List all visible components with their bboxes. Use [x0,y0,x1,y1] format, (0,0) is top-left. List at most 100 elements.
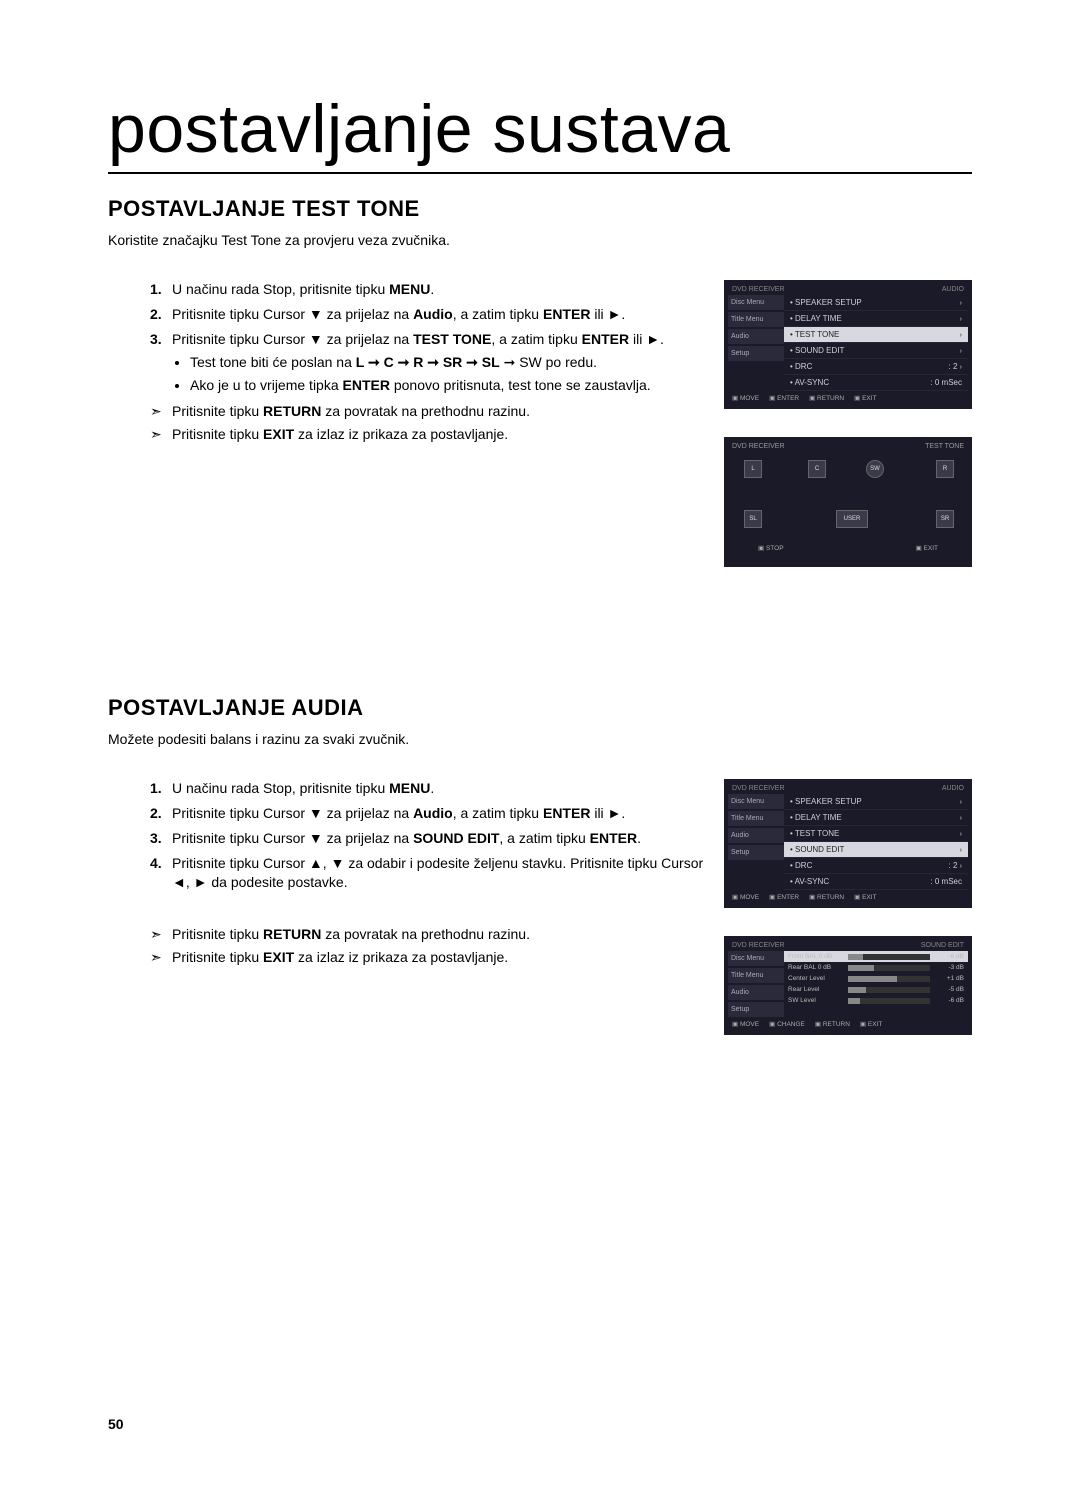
osd-menu-row: • AV-SYNC: 0 mSec [784,874,968,890]
osd-side-item: Audio [728,329,784,344]
section1: U načinu rada Stop, pritisnite tipku MEN… [108,280,972,567]
text: Ako je u to vrijeme tipka [190,377,343,393]
osd-title-right: SOUND EDIT [921,942,964,949]
text: za povratak na prethodnu razinu. [321,926,530,942]
osd-title-left: DVD RECEIVER [732,942,785,949]
osd-foot-item: CHANGE [769,1020,805,1028]
text: ili ►. [629,331,664,347]
osd-menu-row: • TEST TONE › [784,327,968,343]
osd-foot-item: EXIT [860,1020,882,1028]
text: . [430,281,434,297]
bold: RETURN [263,926,321,942]
bullet: Test tone biti će poslan na L ➞ C ➞ R ➞ … [190,353,704,372]
osd-title-left: DVD RECEIVER [732,286,785,293]
step: Pritisnite tipku Cursor ▼ za prijelaz na… [172,829,704,848]
osd-side-item: Setup [728,1002,784,1017]
text: Pritisnite tipku Cursor ▼ za prijelaz na [172,830,413,846]
text: , a zatim tipku [491,331,581,347]
text: Pritisnite tipku Cursor ▼ za prijelaz na [172,331,413,347]
bold: ENTER [543,306,590,322]
step: Pritisnite tipku Cursor ▼ za prijelaz na… [172,305,704,324]
text: Pritisnite tipku [172,949,263,965]
text: za povratak na prethodnu razinu. [321,403,530,419]
osd-side-item: Setup [728,346,784,361]
osd-menu-row: • SOUND EDIT › [784,842,968,858]
speaker-icon: SL [744,510,762,528]
bold: ENTER [582,331,629,347]
text: , a zatim tipku [499,830,589,846]
osd-side-item: Disc Menu [728,951,784,966]
speaker-icon: USER [836,510,868,528]
bold: EXIT [263,426,294,442]
osd-side-item: Title Menu [728,968,784,983]
osd-menu-row: • SPEAKER SETUP › [784,295,968,311]
text: , a zatim tipku [453,306,543,322]
speaker-icon: R [936,460,954,478]
text: za izlaz iz prikaza za postavljanje. [294,949,508,965]
text: U načinu rada Stop, pritisnite tipku [172,281,389,297]
osd-foot-item: MOVE [732,893,759,901]
osd-foot-item: ENTER [769,893,799,901]
osd-title-right: AUDIO [942,785,964,792]
text: Pritisnite tipku Cursor ▼ za prijelaz na [172,805,413,821]
osd-slider-row: Rear BAL 0 dB-3 dB [784,962,968,973]
section2-text: U načinu rada Stop, pritisnite tipku MEN… [108,779,704,1035]
bold: ENTER [543,805,590,821]
osd-title-right: AUDIO [942,286,964,293]
section1-text: U načinu rada Stop, pritisnite tipku MEN… [108,280,704,567]
section1-screens: DVD RECEIVERAUDIO Disc MenuTitle MenuAud… [724,280,972,567]
osd-side-item: Disc Menu [728,794,784,809]
osd-slider-row: SW Level -6 dB [784,995,968,1006]
osd-menu-row: • AV-SYNC: 0 mSec [784,375,968,391]
step: U načinu rada Stop, pritisnite tipku MEN… [172,779,704,798]
speaker-icon: C [808,460,826,478]
osd-foot-item: EXIT [916,544,938,552]
osd-test-tone: DVD RECEIVERTEST TONE LCSWRSLUSERSR STOP… [724,437,972,567]
osd-slider-row: Front BAL 0 dB-6 dB [784,951,968,962]
osd-slider-row: Center Level +1 dB [784,973,968,984]
note: Pritisnite tipku EXIT za izlaz iz prikaz… [172,425,704,444]
section2-intro: Možete podesiti balans i razinu za svaki… [108,731,972,747]
text: Pritisnite tipku [172,403,263,419]
speaker-icon: SR [936,510,954,528]
section1-heading: POSTAVLJANJE TEST TONE [108,196,972,222]
osd-side-item: Audio [728,828,784,843]
text: ili ►. [590,306,625,322]
step: Pritisnite tipku Cursor ▼ za prijelaz na… [172,804,704,823]
bullet: Ako je u to vrijeme tipka ENTER ponovo p… [190,376,704,395]
osd-foot-item: STOP [758,544,784,552]
text: ponovo pritisnuta, test tone se zaustavl… [390,377,651,393]
section2: U načinu rada Stop, pritisnite tipku MEN… [108,779,972,1035]
osd-title-left: DVD RECEIVER [732,443,785,450]
page-title: postavljanje sustava [108,90,972,174]
text: Test tone biti će poslan na [190,354,356,370]
text: Pritisnite tipku [172,426,263,442]
osd-foot-item: ENTER [769,394,799,402]
osd-sound-edit: DVD RECEIVER SOUND EDIT Disc Menu Title Me… [724,936,972,1035]
step: Pritisnite tipku Cursor ▼ za prijelaz na… [172,330,704,395]
section1-intro: Koristite značajku Test Tone za provjeru… [108,232,972,248]
osd-audio-menu-2: DVD RECEIVERAUDIO Disc MenuTitle MenuAud… [724,779,972,908]
osd-side-item: Title Menu [728,312,784,327]
note: Pritisnite tipku RETURN za povratak na p… [172,402,704,421]
text: za izlaz iz prikaza za postavljanje. [294,426,508,442]
osd-foot-item: RETURN [809,394,844,402]
bold: EXIT [263,949,294,965]
bold: SOUND EDIT [413,830,499,846]
bold: TEST TONE [413,331,491,347]
speaker-icon: SW [866,460,884,478]
osd-menu-row: • DRC: 2 › [784,359,968,375]
bold: ENTER [343,377,390,393]
bold: L ➞ C ➞ R ➞ SR ➞ SL [356,354,500,370]
bold: Audio [413,306,453,322]
osd-side-item: Title Menu [728,811,784,826]
page-number: 50 [108,1416,124,1432]
osd-menu-row: • DRC: 2 › [784,858,968,874]
bold: ENTER [590,830,637,846]
osd-foot-item: MOVE [732,1020,759,1028]
text: ili ►. [590,805,625,821]
step: Pritisnite tipku Cursor ▲, ▼ za odabir i… [172,854,704,892]
osd-menu-row: • SOUND EDIT › [784,343,968,359]
note: Pritisnite tipku RETURN za povratak na p… [172,925,704,944]
step: U načinu rada Stop, pritisnite tipku MEN… [172,280,704,299]
